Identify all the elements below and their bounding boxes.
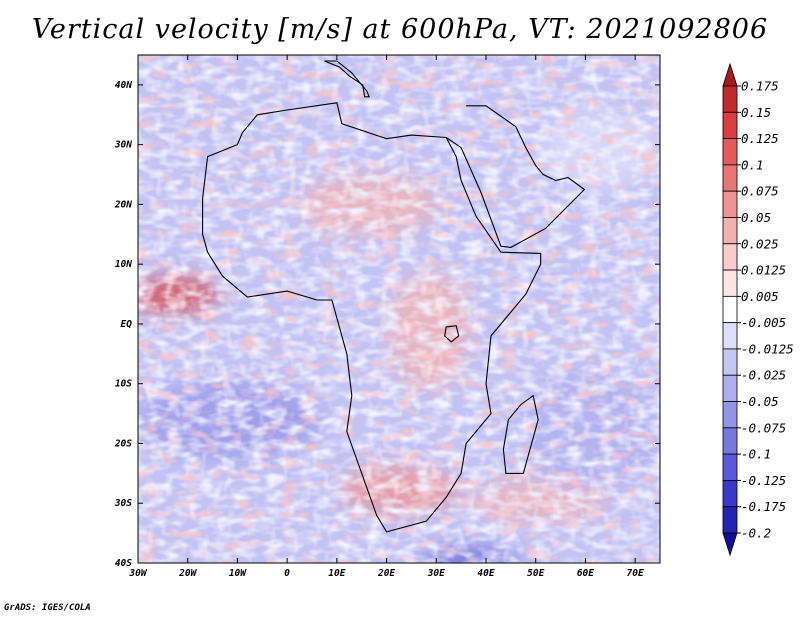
colorbar-swatch — [722, 295, 738, 324]
colorbar-swatch — [722, 62, 738, 87]
colorbar-swatch — [722, 190, 738, 218]
colorbar-level-label: 0.025 — [741, 236, 779, 251]
lon-tick-label: 30W — [128, 568, 147, 579]
colorbar-swatch — [722, 269, 738, 297]
colorbar-level-label: 0.1 — [741, 157, 764, 172]
lon-tick-label: 70E — [627, 568, 644, 579]
colorbar-swatch — [722, 348, 738, 376]
colorbar-swatch — [722, 453, 738, 481]
lon-tick-label: 0 — [284, 568, 290, 579]
italy-coastline — [324, 60, 371, 98]
colorbar-swatch — [722, 111, 738, 139]
colorbar-swatch — [722, 532, 738, 557]
colorbar-swatch — [722, 243, 738, 271]
lat-tick-label: 30N — [114, 140, 132, 151]
lon-tick-label: 30E — [427, 568, 445, 579]
axis-ticks: 30W 20W 10W 0 10E 20E 30E 40E 50E 60E 70E 40N 30N 20N… — [114, 55, 660, 579]
colorbar-level-label: 0.0125 — [741, 263, 786, 278]
colorbar-swatch — [722, 506, 738, 534]
lon-tick-label: 60E — [577, 568, 594, 579]
lat-tick-label: 20N — [114, 199, 132, 210]
lat-tick-label: EQ — [121, 319, 133, 330]
lat-tick-label: 40S — [115, 558, 132, 569]
lon-tick-label: 20W — [178, 568, 197, 579]
colorbar-level-label: -0.0125 — [741, 341, 794, 356]
colorbar-swatch — [722, 138, 738, 166]
lat-tick-label: 10S — [115, 379, 132, 390]
lat-tick-label: 10N — [115, 259, 132, 270]
madagascar-coastline — [502, 394, 539, 474]
colorbar-swatch — [722, 427, 738, 455]
plot-title: Vertical velocity [m/s] at 600hPa, VT: 2… — [31, 14, 769, 45]
colorbar-swatch — [722, 217, 738, 245]
colorbar-level-label: -0.025 — [741, 368, 786, 383]
colorbar-swatch — [722, 322, 738, 350]
colorbar-level-label: -0.1 — [741, 447, 771, 462]
lon-tick-label: 10W — [229, 568, 247, 579]
colorbar-level-label: -0.175 — [741, 499, 786, 514]
colorbar-level-label: -0.005 — [741, 315, 786, 330]
lat-tick-label: 30S — [114, 498, 132, 509]
colorbar-swatch — [722, 401, 738, 429]
colorbar-level-label: -0.125 — [741, 473, 786, 488]
colorbar-level-label: 0.15 — [741, 105, 771, 120]
colorbar-level-label: 0.125 — [741, 131, 779, 146]
map-frame — [137, 54, 661, 564]
colorbar-level-label: -0.075 — [741, 420, 786, 435]
colorbar-level-label: -0.05 — [741, 394, 779, 409]
lon-tick-label: 10E — [328, 568, 345, 579]
colorbar-swatch — [722, 85, 738, 113]
lake-victoria-outline — [444, 325, 460, 343]
colorbar: 0.175 0.15 0.125 0.1 0.075 0.05 0.025 0.0125 0.0… — [722, 62, 794, 557]
lon-tick-label: 40E — [477, 568, 494, 579]
africa-coastline — [202, 102, 542, 533]
colorbar-level-label: -0.2 — [741, 526, 771, 541]
grads-credit: GrADS: IGES/COLA — [4, 603, 91, 613]
colorbar-level-label: 0.05 — [741, 210, 771, 225]
lon-tick-label: 20E — [377, 568, 395, 579]
coastlines — [202, 60, 586, 533]
colorbar-swatch — [722, 164, 738, 192]
velocity-field — [138, 55, 660, 563]
colorbar-level-label: 0.175 — [741, 79, 779, 94]
lat-tick-label: 20S — [114, 438, 132, 449]
colorbar-swatch — [722, 480, 738, 508]
colorbar-level-label: 0.005 — [741, 289, 779, 304]
arabia-coastline — [445, 105, 586, 248]
lat-tick-label: 40N — [115, 80, 132, 91]
colorbar-swatch — [722, 374, 738, 402]
lon-tick-label: 50E — [527, 568, 544, 579]
colorbar-level-label: 0.075 — [741, 184, 779, 199]
